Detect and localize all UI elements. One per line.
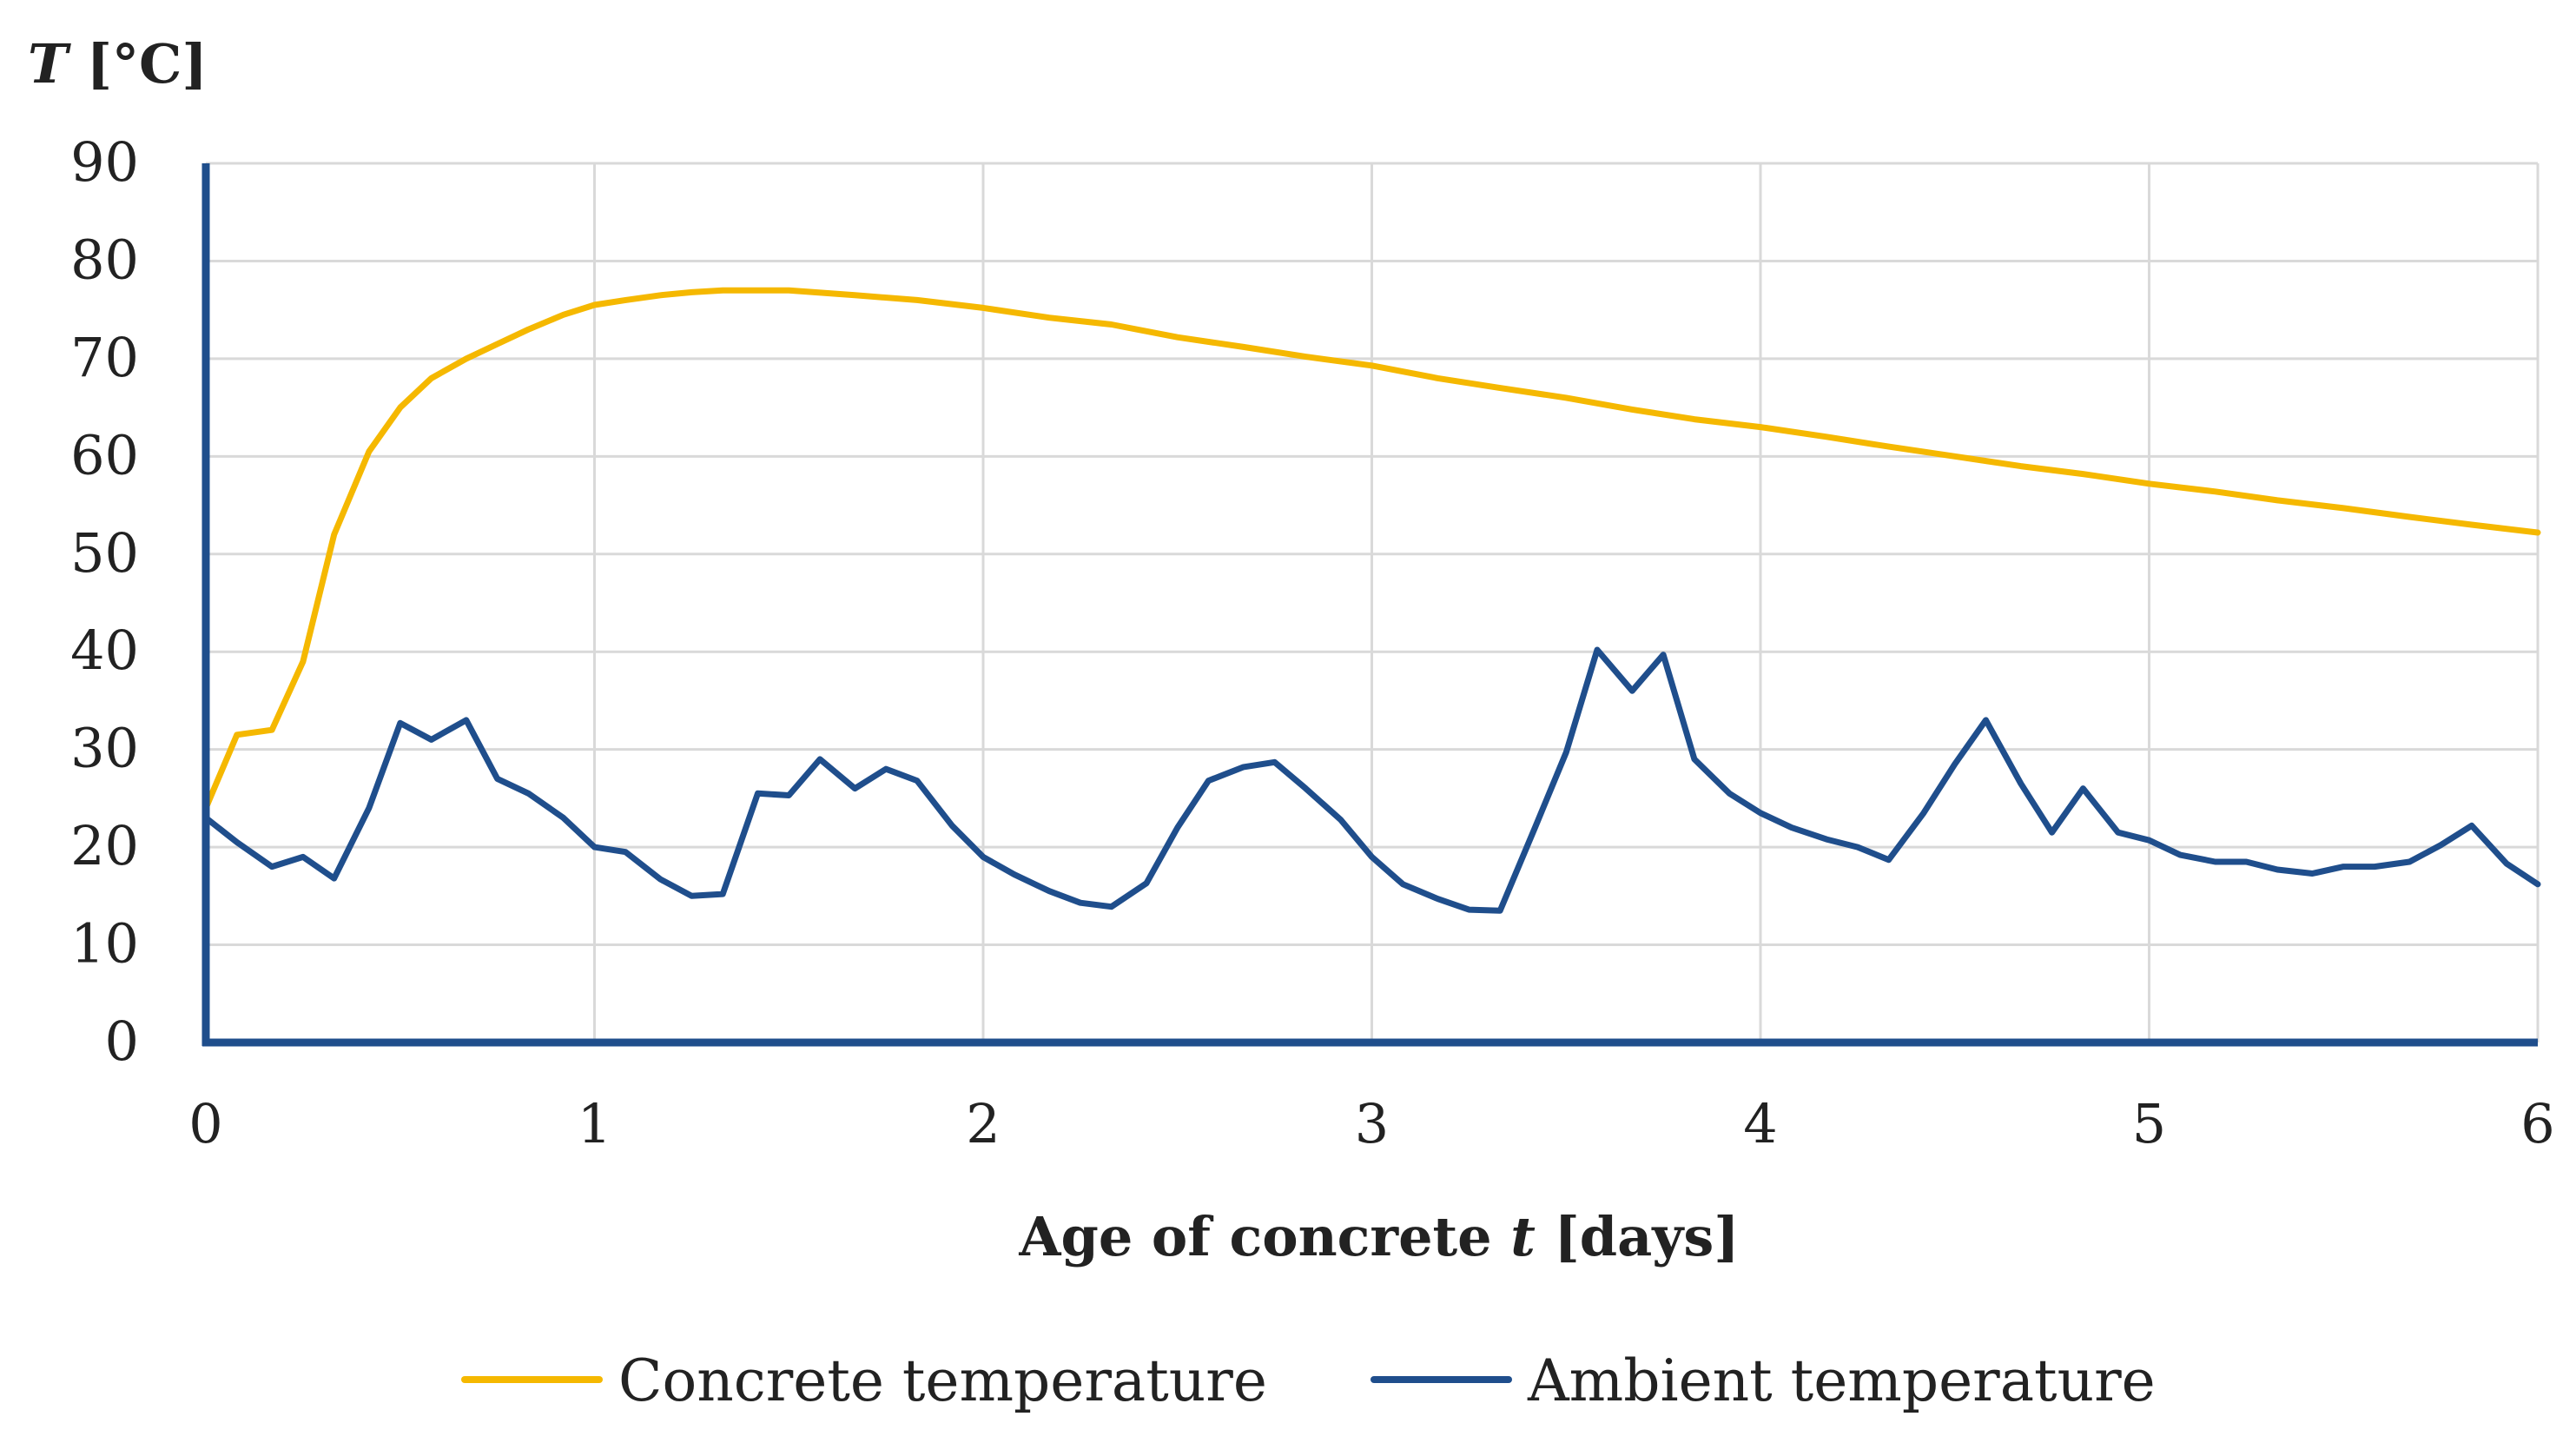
- y-axis-label-var: T: [28, 32, 71, 96]
- ticks-layer: 0 10 20 30 40 50 60 70 80 90 0 1 2 3 4 5 6: [70, 130, 2555, 1155]
- x-tick-label: 1: [578, 1092, 611, 1155]
- y-tick-label: 10: [70, 912, 139, 976]
- x-tick-label: 0: [188, 1092, 222, 1155]
- x-tick-label: 6: [2520, 1092, 2554, 1155]
- axes-layer: [201, 163, 2538, 1047]
- x-axis-label-var: t: [1510, 1205, 1536, 1268]
- x-axis-label-prefix: Age of concrete: [1018, 1205, 1510, 1268]
- x-tick-label: 5: [2132, 1092, 2166, 1155]
- y-axis-label: T [°C]: [28, 32, 208, 96]
- y-tick-label: 70: [70, 326, 139, 389]
- y-tick-label: 0: [105, 1009, 139, 1073]
- x-axis-label: Age of concrete t [days]: [1018, 1205, 1739, 1268]
- grid-layer: [206, 162, 2540, 1043]
- x-tick-label: 4: [1743, 1092, 1777, 1155]
- x-tick-label: 2: [966, 1092, 1000, 1155]
- y-tick-label: 30: [70, 717, 139, 780]
- y-tick-label: 80: [70, 228, 139, 291]
- x-tick-label: 3: [1355, 1092, 1389, 1155]
- series-layer: [202, 287, 2541, 914]
- y-tick-label: 40: [70, 619, 139, 682]
- legend-label-concrete: Concrete temperature: [618, 1347, 1267, 1414]
- y-tick-label: 20: [70, 814, 139, 877]
- legend-label-ambient: Ambient temperature: [1527, 1347, 2156, 1414]
- series-line-concrete: [202, 287, 2541, 811]
- x-axis-label-suffix: [days]: [1536, 1205, 1740, 1268]
- y-tick-label: 50: [70, 521, 139, 585]
- y-tick-label: 90: [70, 130, 139, 194]
- series-line-ambient: [202, 646, 2541, 914]
- y-axis-label-unit: [°C]: [68, 32, 208, 96]
- legend: Concrete temperature Ambient temperature: [461, 1347, 2156, 1414]
- y-tick-label: 60: [70, 423, 139, 487]
